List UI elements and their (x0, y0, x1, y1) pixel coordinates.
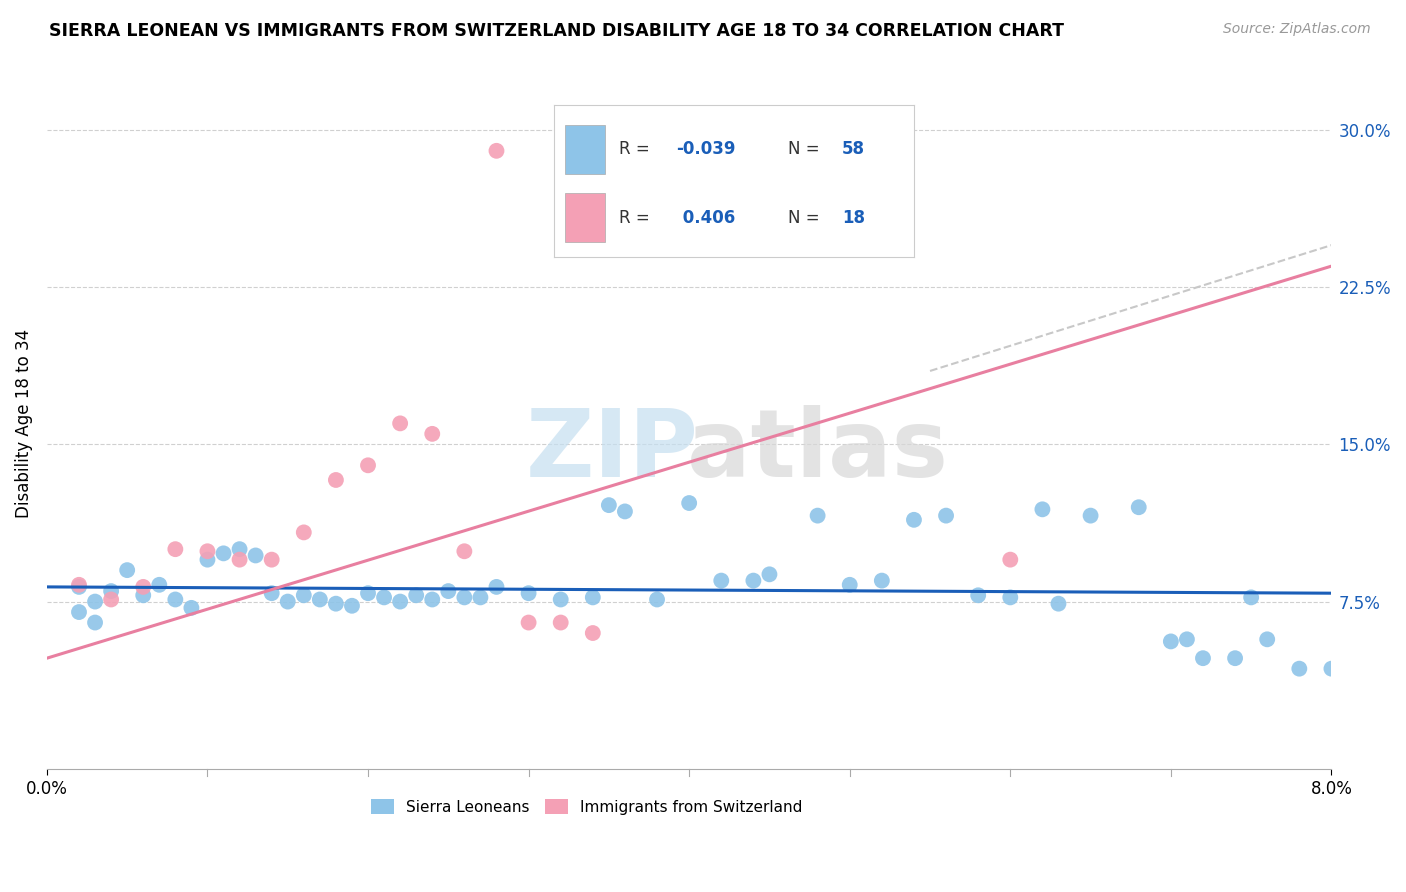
Point (1000, 552, 1022, 566)
Point (485, 144, 508, 158)
Point (1320, 662, 1343, 676)
Point (437, 584, 460, 599)
Point (228, 552, 250, 566)
Point (1223, 651, 1246, 665)
Point (84, 594, 107, 608)
Point (197, 552, 219, 566)
Point (582, 591, 605, 605)
Point (84, 615, 107, 630)
Point (389, 594, 412, 608)
Point (1240, 591, 1263, 605)
Point (165, 592, 187, 607)
Point (453, 544, 475, 558)
Point (212, 546, 235, 560)
Point (550, 615, 572, 630)
Point (100, 592, 122, 607)
Point (517, 586, 540, 600)
Point (165, 542, 187, 557)
Point (470, 591, 492, 605)
Point (357, 458, 380, 473)
Point (292, 588, 315, 602)
Point (1192, 651, 1215, 665)
Point (582, 626, 605, 640)
Point (485, 580, 508, 594)
Y-axis label: Disability Age 18 to 34: Disability Age 18 to 34 (15, 329, 32, 518)
Point (67, 578, 90, 592)
Point (308, 592, 330, 607)
Point (357, 586, 380, 600)
Point (742, 574, 765, 588)
Point (67, 605, 90, 619)
Point (1128, 500, 1150, 515)
Point (613, 504, 636, 518)
Point (678, 496, 700, 510)
Point (1000, 591, 1022, 605)
Point (292, 525, 315, 540)
Point (260, 552, 283, 566)
Point (325, 597, 347, 611)
Point (710, 574, 733, 588)
Point (197, 544, 219, 558)
Point (67, 580, 90, 594)
Point (100, 584, 122, 599)
Point (935, 508, 957, 523)
Point (758, 567, 780, 582)
Point (132, 588, 155, 602)
Point (1080, 508, 1102, 523)
Point (453, 591, 475, 605)
Point (340, 599, 363, 613)
Point (903, 513, 925, 527)
Point (1288, 662, 1310, 676)
Point (373, 591, 395, 605)
Text: atlas: atlas (688, 405, 948, 497)
Point (148, 578, 170, 592)
Point (132, 580, 155, 594)
Text: Source: ZipAtlas.com: Source: ZipAtlas.com (1223, 22, 1371, 37)
Point (1160, 634, 1182, 648)
Point (420, 592, 443, 607)
Point (1047, 597, 1070, 611)
Point (180, 600, 202, 615)
Point (1256, 632, 1278, 647)
Point (967, 588, 990, 602)
Point (1031, 502, 1053, 516)
Point (325, 473, 347, 487)
Point (838, 578, 860, 592)
Point (389, 417, 412, 431)
Text: ZIP: ZIP (526, 405, 699, 497)
Point (807, 508, 830, 523)
Point (115, 563, 138, 577)
Point (550, 592, 572, 607)
Point (228, 542, 250, 557)
Point (645, 592, 668, 607)
Point (260, 586, 283, 600)
Point (598, 498, 620, 512)
Point (420, 426, 443, 441)
Point (277, 594, 299, 608)
Point (245, 549, 267, 563)
Legend: Sierra Leoneans, Immigrants from Switzerland: Sierra Leoneans, Immigrants from Switzer… (361, 789, 811, 824)
Text: SIERRA LEONEAN VS IMMIGRANTS FROM SWITZERLAND DISABILITY AGE 18 TO 34 CORRELATIO: SIERRA LEONEAN VS IMMIGRANTS FROM SWITZE… (49, 22, 1064, 40)
Point (870, 574, 893, 588)
Point (517, 615, 540, 630)
Point (1175, 632, 1198, 647)
Point (405, 588, 427, 602)
